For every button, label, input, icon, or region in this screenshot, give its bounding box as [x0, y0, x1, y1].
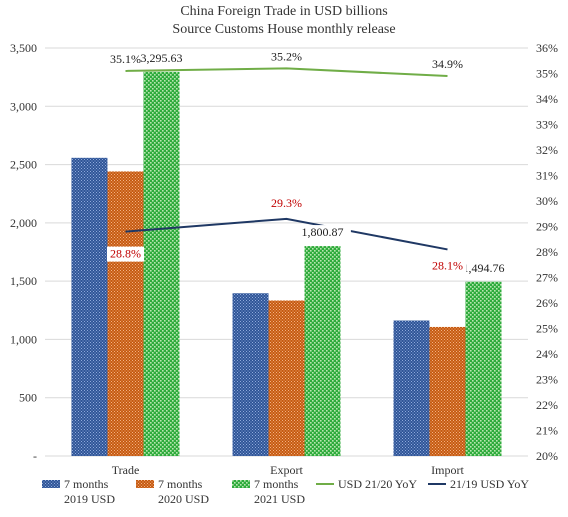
y2-tick-label: 23%: [536, 373, 558, 387]
y-tick-label: -: [33, 449, 37, 463]
line-series: [125, 67, 448, 251]
line-value-label: 35.2%: [271, 49, 302, 63]
y2-tick-label: 30%: [536, 194, 558, 208]
series-line: [125, 67, 448, 78]
y-tick-label: 2,000: [10, 216, 37, 230]
chart-subtitle: Source Customs House monthly release: [172, 22, 396, 37]
y2-tick-label: 27%: [536, 271, 558, 285]
bar: [232, 293, 269, 456]
y-tick-label: 1,500: [10, 274, 37, 288]
x-tick-label: Import: [431, 463, 464, 477]
legend-label: 2019 USD: [64, 492, 115, 506]
y2-tick-label: 35%: [536, 67, 558, 81]
y2-tick-label: 36%: [536, 41, 558, 55]
y-tick-label: 3,500: [10, 41, 37, 55]
bar-value-label: 3,295.63: [141, 51, 183, 65]
bar: [393, 320, 430, 456]
x-tick-label: Export: [270, 463, 303, 477]
line-label-bg: [268, 195, 305, 211]
bar-series: [71, 71, 502, 456]
bar-value-label: 1,494.76: [463, 261, 505, 275]
legend-swatch: [136, 480, 154, 488]
y2-tick-label: 33%: [536, 118, 558, 132]
y2-tick-label: 21%: [536, 424, 558, 438]
bar-label-bg: [294, 225, 351, 241]
bar: [71, 157, 108, 456]
legend-label: USD 21/20 YoY: [338, 477, 417, 491]
line-value-label: 34.9%: [432, 57, 463, 71]
bar: [304, 246, 341, 456]
bar: [107, 171, 144, 456]
bar: [465, 281, 502, 456]
y2-tick-label: 31%: [536, 169, 558, 183]
line-value-label: 35.1%: [110, 52, 141, 66]
chart-title: China Foreign Trade in USD billions: [180, 4, 388, 19]
axes: - 500 1,000 1,500 2,000 2,500 3,000 3,500 20% 21%…: [10, 41, 558, 477]
y2-tick-label: 24%: [536, 347, 558, 361]
y2-tick-label: 32%: [536, 143, 558, 157]
bar-value-label: 1,800.87: [302, 225, 344, 239]
legend-label: 2021 USD: [254, 492, 305, 506]
bar: [143, 71, 180, 456]
x-tick-label: Trade: [112, 463, 140, 477]
y2-tick-label: 25%: [536, 322, 558, 336]
bar-label-bg: [133, 50, 190, 66]
legend-swatch: [42, 480, 60, 488]
legend-label: 7 months: [64, 477, 109, 491]
line-value-label: 28.8%: [110, 247, 141, 261]
y2-tick-label: 28%: [536, 245, 558, 259]
y-tick-label: 3,000: [10, 99, 37, 113]
legend-swatch: [232, 480, 250, 488]
legend-label: 7 months: [158, 477, 203, 491]
bar-label-bg: [455, 260, 512, 276]
y-tick-label: 1,000: [10, 332, 37, 346]
y2-tick-label: 20%: [536, 449, 558, 463]
data-labels: 3,295.63 1,800.87 1,494.76 35.1% 35.2% 34.9% 2…: [107, 49, 512, 276]
line-label-bg: [107, 246, 144, 262]
y2-tick-label: 26%: [536, 296, 558, 310]
y2-tick-label: 22%: [536, 398, 558, 412]
y2-tick-label: 29%: [536, 220, 558, 234]
bar: [429, 326, 466, 456]
bar: [268, 300, 305, 456]
y2-tick-label: 34%: [536, 92, 558, 106]
line-value-label: 29.3%: [271, 196, 302, 210]
y-tick-label: 500: [19, 391, 37, 405]
line-value-label: 28.1%: [432, 258, 463, 272]
legend-label: 7 months: [254, 477, 299, 491]
legend-label: 21/19 USD YoY: [450, 477, 529, 491]
series-line: [125, 217, 448, 251]
line-label-bg: [429, 258, 466, 274]
y-tick-label: 2,500: [10, 158, 37, 172]
legend-label: 2020 USD: [158, 492, 209, 506]
